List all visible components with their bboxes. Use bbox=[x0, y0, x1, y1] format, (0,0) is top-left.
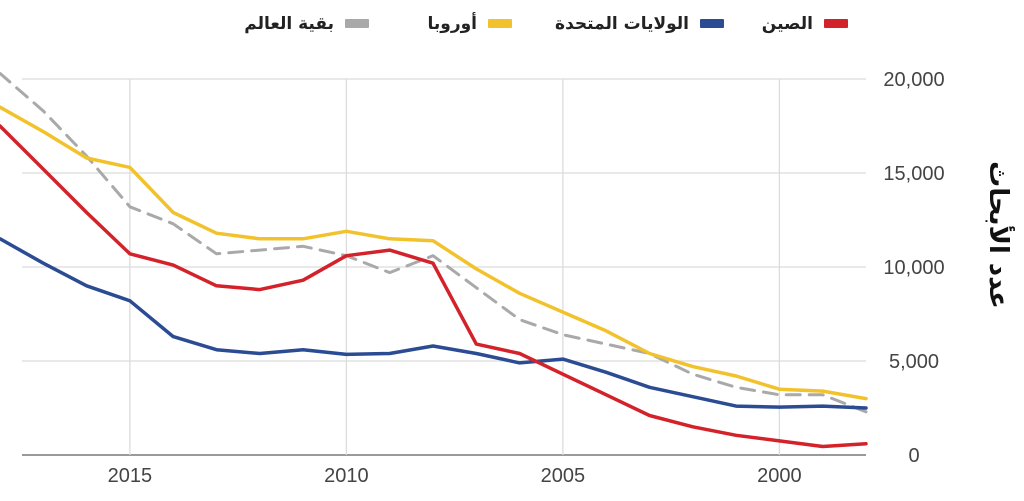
legend-item: أوروبا bbox=[427, 12, 512, 34]
y-axis-ticks: 0 5,000 10,000 15,000 20,000 bbox=[883, 69, 944, 467]
y-tick-label: 20,000 bbox=[883, 69, 944, 91]
legend-item: الولايات المتحدة bbox=[555, 14, 724, 34]
legend-item: الصين bbox=[762, 14, 848, 34]
grid-lines bbox=[22, 78, 866, 456]
legend-item: بقية العالم bbox=[244, 14, 369, 34]
x-tick-label: 2005 bbox=[541, 465, 586, 487]
series-lines bbox=[0, 71, 868, 449]
legend-label: الصين bbox=[762, 14, 813, 34]
x-tick-label: 2010 bbox=[324, 465, 369, 487]
y-tick-label: 10,000 bbox=[883, 257, 944, 279]
legend-swatch bbox=[488, 19, 512, 28]
x-axis-ticks: 2000 2005 2010 2015 bbox=[108, 465, 802, 487]
x-tick-label: 2015 bbox=[108, 465, 153, 487]
series-line bbox=[0, 237, 868, 410]
y-tick-label: 5,000 bbox=[889, 351, 939, 373]
series-line bbox=[0, 71, 868, 414]
series-line bbox=[0, 124, 868, 449]
y-tick-label: 15,000 bbox=[883, 163, 944, 185]
series-line bbox=[0, 105, 868, 401]
legend-label: الولايات المتحدة bbox=[555, 14, 689, 34]
legend: الصين الولايات المتحدة أوروبا بقية العالم bbox=[244, 12, 848, 34]
legend-label: بقية العالم bbox=[244, 14, 334, 34]
legend-swatch bbox=[824, 19, 848, 28]
x-tick-label: 2000 bbox=[757, 465, 802, 487]
legend-label: أوروبا bbox=[427, 12, 477, 34]
legend-swatch bbox=[345, 19, 369, 28]
y-axis-title: عدد الأبحاث bbox=[983, 161, 1015, 309]
y-tick-label: 0 bbox=[908, 445, 919, 467]
legend-swatch bbox=[700, 19, 724, 28]
